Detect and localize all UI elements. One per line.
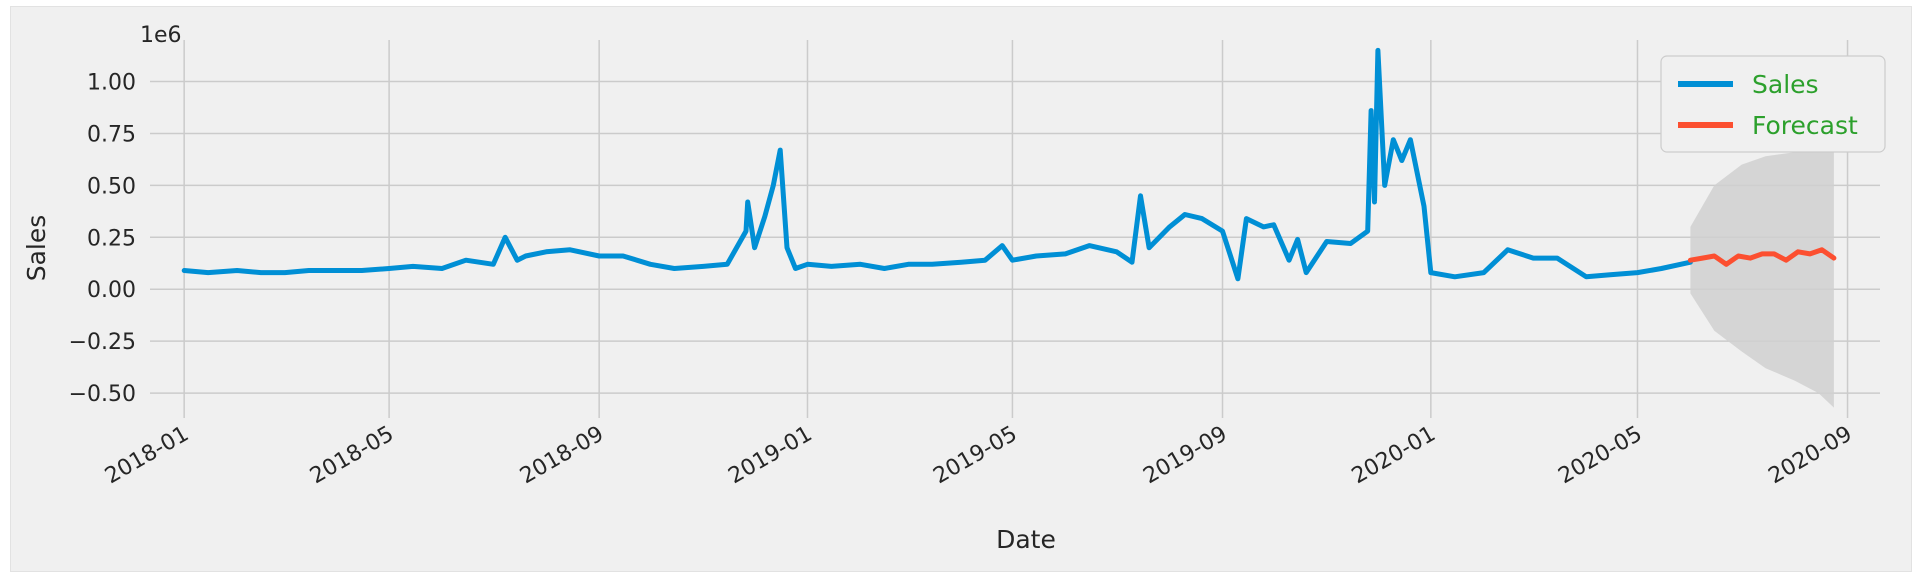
x-axis-label: Date (996, 525, 1056, 554)
y-tick-label: 1.00 (87, 71, 136, 96)
x-tick-label: 2018-09 (516, 422, 608, 490)
x-tick-label: 2019-01 (724, 422, 816, 490)
x-tick-label: 2018-05 (306, 422, 398, 490)
y-tick-label: −0.50 (69, 382, 136, 407)
x-tick-label: 2018-01 (101, 422, 193, 490)
legend-label-sales: Sales (1752, 70, 1819, 99)
y-axis-label: Sales (22, 215, 51, 282)
grid (150, 40, 1880, 418)
x-tick-label: 2020-05 (1554, 422, 1646, 490)
y-tick-label: 0.75 (87, 122, 136, 147)
y-tick-label: 0.50 (87, 174, 136, 199)
x-tick-label: 2019-05 (929, 422, 1021, 490)
x-tick-label: 2020-09 (1764, 422, 1856, 490)
x-tick-label: 2019-09 (1139, 422, 1231, 490)
series-line-forecast (1687, 247, 1837, 267)
legend: Sales Forecast (1660, 55, 1886, 153)
y-axis-ticks: −0.50 −0.25 0.00 0.25 0.50 0.75 1.00 (69, 71, 136, 408)
series-line-sales (181, 47, 1693, 282)
x-tick-label: 2020-01 (1348, 422, 1440, 490)
x-axis-ticks: 2018-01 2018-05 2018-09 2019-01 2019-05 2019-… (101, 422, 1857, 490)
confidence-band (1690, 143, 1834, 408)
forecast-confidence-area (1690, 143, 1834, 408)
series-lines (181, 47, 1837, 282)
legend-label-forecast: Forecast (1752, 111, 1858, 140)
y-tick-label: 0.00 (87, 278, 136, 303)
y-tick-label: −0.25 (69, 330, 136, 355)
y-multiplier-label: 1e6 (140, 23, 182, 48)
y-tick-label: 0.25 (87, 226, 136, 251)
